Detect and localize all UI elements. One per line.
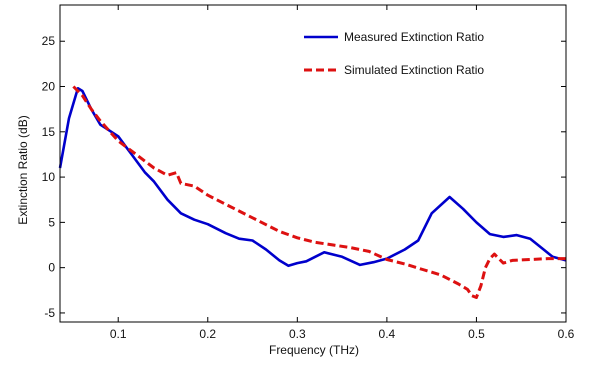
legend-label-1: Measured Extinction Ratio — [344, 30, 484, 44]
y-tick-label: -5 — [44, 306, 55, 320]
x-tick-label: 0.5 — [468, 327, 485, 341]
x-tick-label: 0.3 — [289, 327, 306, 341]
plot-area — [58, 85, 567, 299]
axes: 0.1 0.2 0.3 0.4 0.5 0.6 -5 0 5 10 15 20 25 — [42, 4, 575, 341]
x-tick-label: 0.2 — [199, 327, 216, 341]
legend-label-2: Simulated Extinction Ratio — [344, 63, 484, 77]
y-axis-label: Extinction Ratio (dB) — [16, 115, 30, 224]
series-line-1 — [58, 87, 567, 268]
series-line-2 — [72, 85, 566, 299]
x-tick-label: 0.1 — [110, 327, 127, 341]
x-axis-label: Frequency (THz) — [269, 343, 359, 357]
y-tick-label: 10 — [42, 170, 56, 184]
x-tick-label: 0.4 — [379, 327, 396, 341]
y-tick-label: 20 — [42, 80, 56, 94]
axes-frame — [59, 4, 567, 323]
y-tick-label: 5 — [48, 215, 55, 229]
legend: Measured Extinction Ratio Simulated Extin… — [304, 30, 484, 77]
y-tick-label: 0 — [48, 261, 55, 275]
y-tick-label: 25 — [42, 34, 56, 48]
x-tick-label: 0.6 — [558, 327, 575, 341]
y-tick-label: 15 — [42, 125, 56, 139]
